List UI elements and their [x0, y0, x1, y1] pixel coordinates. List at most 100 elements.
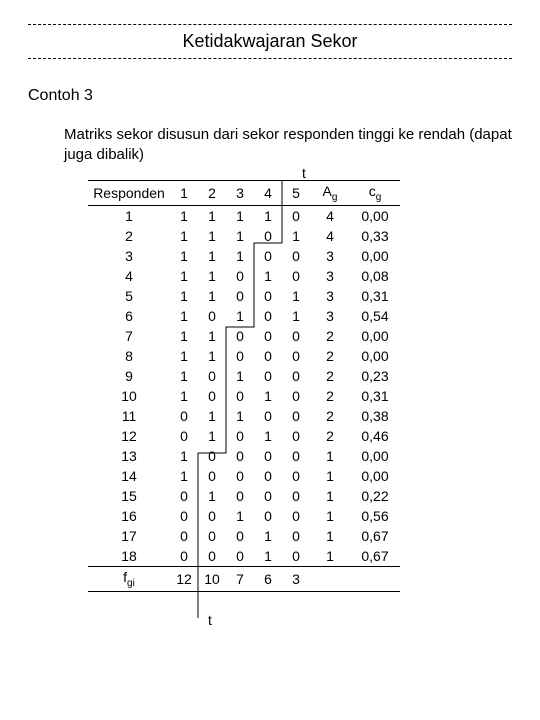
header-c4: 4 [254, 181, 282, 206]
cell-value: 0 [170, 506, 198, 526]
cell-ag: 2 [310, 426, 350, 446]
cell-value: 1 [198, 326, 226, 346]
cell-value: 1 [282, 286, 310, 306]
cell-ag: 1 [310, 486, 350, 506]
cell-value: 0 [226, 446, 254, 466]
row-responden: 11 [88, 406, 170, 426]
cell-value: 1 [226, 205, 254, 226]
table-row: 141000010,00 [88, 466, 400, 486]
cell-value: 1 [170, 246, 198, 266]
cell-value: 1 [170, 306, 198, 326]
row-responden: 2 [88, 226, 170, 246]
row-responden: 8 [88, 346, 170, 366]
cell-value: 0 [226, 546, 254, 567]
cell-value: 0 [170, 526, 198, 546]
table-row: 41101030,08 [88, 266, 400, 286]
header-c1: 1 [170, 181, 198, 206]
cell-value: 1 [226, 246, 254, 266]
t-label-top: t [302, 165, 306, 181]
section-label: Contoh 3 [28, 87, 512, 105]
cell-value: 0 [254, 366, 282, 386]
cell-ag: 1 [310, 526, 350, 546]
footer-c2: 10 [198, 566, 226, 591]
cell-value: 0 [226, 486, 254, 506]
row-responden: 5 [88, 286, 170, 306]
cell-value: 0 [282, 546, 310, 567]
cell-value: 0 [254, 486, 282, 506]
cell-value: 1 [254, 386, 282, 406]
cell-value: 0 [282, 205, 310, 226]
header-cg: cg [350, 181, 400, 206]
cell-value: 1 [198, 205, 226, 226]
cell-value: 0 [282, 326, 310, 346]
cell-ag: 2 [310, 366, 350, 386]
cell-value: 0 [198, 386, 226, 406]
cell-value: 1 [226, 506, 254, 526]
table-row: 81100020,00 [88, 346, 400, 366]
cell-value: 0 [254, 326, 282, 346]
table-row: 11111040,00 [88, 205, 400, 226]
cell-value: 0 [198, 506, 226, 526]
cell-value: 0 [198, 466, 226, 486]
footer-c3: 7 [226, 566, 254, 591]
cell-cg: 0,00 [350, 205, 400, 226]
cell-cg: 0,23 [350, 366, 400, 386]
t-label-bottom: t [208, 612, 212, 628]
cell-ag: 3 [310, 246, 350, 266]
footer-c5: 3 [282, 566, 310, 591]
table-body: 11111040,0021110140,3331110030,004110103… [88, 205, 400, 566]
cell-value: 1 [254, 526, 282, 546]
cell-cg: 0,00 [350, 246, 400, 266]
footer-c1: 12 [170, 566, 198, 591]
cell-value: 0 [282, 486, 310, 506]
description: Matriks sekor disusun dari sekor respond… [64, 125, 512, 164]
cell-value: 1 [198, 486, 226, 506]
table-row: 110110020,38 [88, 406, 400, 426]
cell-cg: 0,00 [350, 446, 400, 466]
cell-cg: 0,22 [350, 486, 400, 506]
row-responden: 17 [88, 526, 170, 546]
cell-ag: 3 [310, 306, 350, 326]
cell-value: 1 [198, 346, 226, 366]
cell-value: 1 [282, 306, 310, 326]
row-responden: 7 [88, 326, 170, 346]
cell-value: 0 [170, 546, 198, 567]
cell-value: 0 [226, 426, 254, 446]
cell-value: 1 [198, 226, 226, 246]
cell-value: 0 [226, 326, 254, 346]
cell-value: 1 [170, 346, 198, 366]
row-responden: 15 [88, 486, 170, 506]
header-ag: Ag [310, 181, 350, 206]
cell-value: 0 [254, 286, 282, 306]
footer-ag [310, 566, 350, 591]
cell-value: 1 [198, 286, 226, 306]
table-row: 180001010,67 [88, 546, 400, 567]
cell-value: 1 [198, 246, 226, 266]
cell-value: 1 [170, 226, 198, 246]
cell-value: 1 [198, 266, 226, 286]
table-row: 120101020,46 [88, 426, 400, 446]
cell-value: 1 [170, 205, 198, 226]
cell-value: 0 [282, 526, 310, 546]
title-bottom-rule [28, 58, 512, 59]
cell-value: 1 [226, 366, 254, 386]
cell-value: 0 [198, 306, 226, 326]
footer-c4: 6 [254, 566, 282, 591]
cell-ag: 2 [310, 386, 350, 406]
score-matrix-table: Responden 1 2 3 4 5 Ag cg 11111040,00211… [88, 180, 400, 592]
cell-value: 1 [170, 366, 198, 386]
cell-ag: 1 [310, 506, 350, 526]
cell-value: 0 [170, 486, 198, 506]
cell-value: 0 [254, 506, 282, 526]
table-row: 21110140,33 [88, 226, 400, 246]
cell-value: 0 [254, 226, 282, 246]
footer-cg [350, 566, 400, 591]
cell-value: 0 [282, 266, 310, 286]
table-row: 150100010,22 [88, 486, 400, 506]
cell-value: 1 [170, 386, 198, 406]
row-responden: 12 [88, 426, 170, 446]
cell-value: 1 [254, 426, 282, 446]
table-row: 101001020,31 [88, 386, 400, 406]
row-responden: 13 [88, 446, 170, 466]
row-responden: 16 [88, 506, 170, 526]
